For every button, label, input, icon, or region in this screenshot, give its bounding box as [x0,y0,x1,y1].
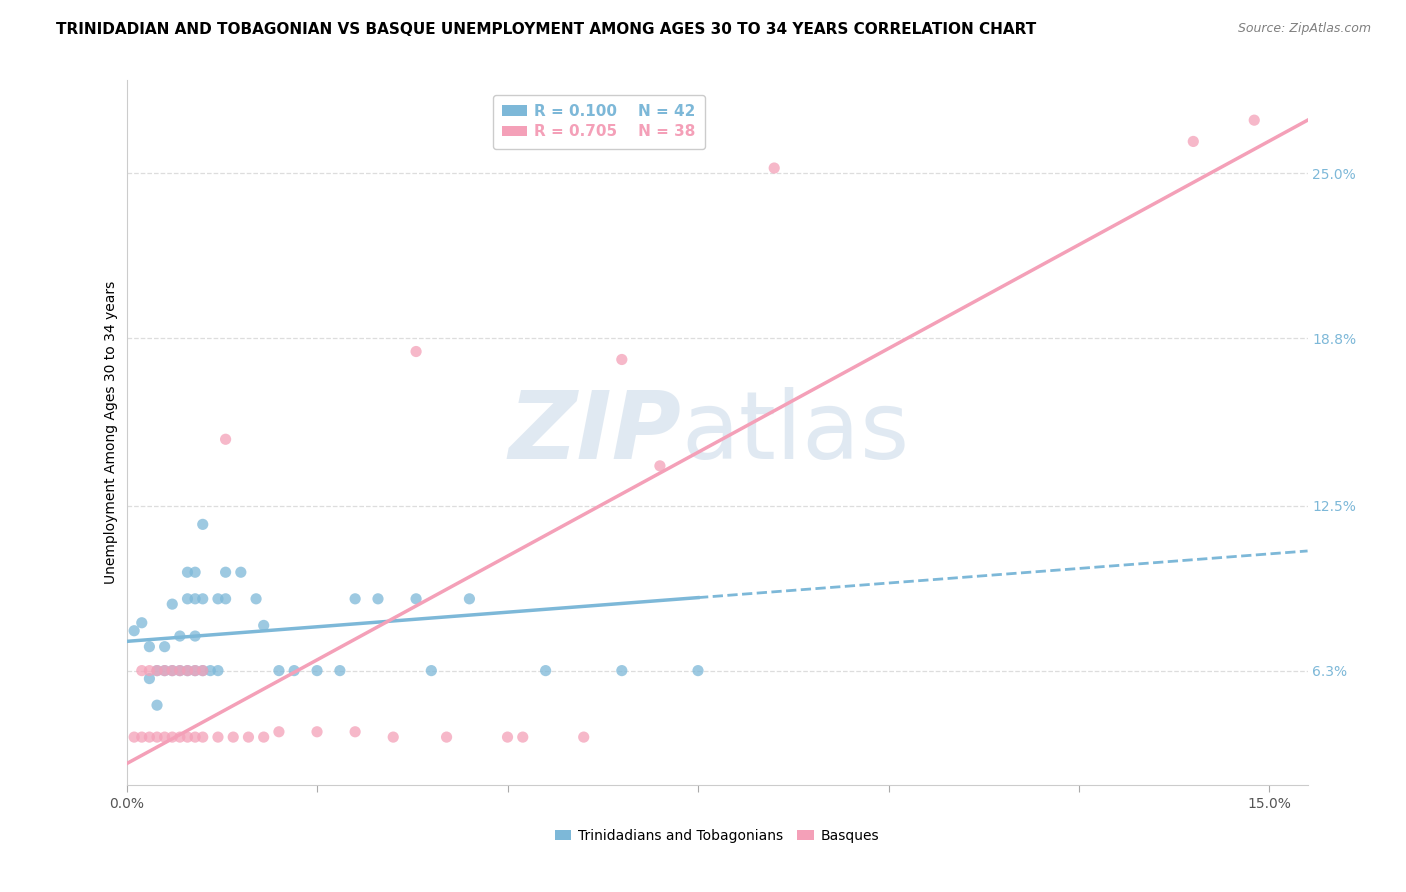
Point [138,664,160,678]
Point [305,664,328,678]
Point [267,664,290,678]
Point [405,591,427,606]
Point [184,566,207,580]
Point [131,730,153,744]
Point [610,352,633,367]
Point [184,730,207,744]
Point [207,591,229,606]
Point [367,591,389,606]
Point [162,730,184,744]
Point [191,730,214,744]
Point [162,664,184,678]
Text: TRINIDADIAN AND TOBAGONIAN VS BASQUE UNEMPLOYMENT AMONG AGES 30 TO 34 YEARS CORR: TRINIDADIAN AND TOBAGONIAN VS BASQUE UNE… [56,22,1036,37]
Point [191,591,214,606]
Point [458,591,481,606]
Point [572,730,595,744]
Point [436,730,458,744]
Point [176,664,198,678]
Point [162,664,184,678]
Point [138,672,160,686]
Point [153,640,176,654]
Point [146,664,169,678]
Y-axis label: Unemployment Among Ages 30 to 34 years: Unemployment Among Ages 30 to 34 years [104,281,118,584]
Point [207,664,229,678]
Point [222,730,245,744]
Point [648,458,671,473]
Point [191,664,214,678]
Point [169,664,191,678]
Point [405,344,427,359]
Point [153,664,176,678]
Point [191,517,214,532]
Point [267,724,290,739]
Point [420,664,443,678]
Point [496,730,519,744]
Point [1243,113,1265,128]
Point [176,664,198,678]
Point [146,698,169,713]
Point [305,724,328,739]
Point [238,730,260,744]
Point [138,730,160,744]
Point [131,615,153,630]
Point [146,664,169,678]
Text: ZIP: ZIP [509,386,682,479]
Point [214,566,236,580]
Point [162,597,184,611]
Point [184,664,207,678]
Point [229,566,252,580]
Point [214,432,236,446]
Point [610,664,633,678]
Legend: Trinidadians and Tobagonians, Basques: Trinidadians and Tobagonians, Basques [550,823,884,848]
Point [344,724,367,739]
Point [138,640,160,654]
Point [184,629,207,643]
Point [176,730,198,744]
Point [169,664,191,678]
Point [344,591,367,606]
Point [283,664,305,678]
Point [191,664,214,678]
Point [253,618,276,632]
Point [382,730,405,744]
Point [253,730,276,744]
Point [153,664,176,678]
Point [512,730,534,744]
Point [122,624,145,638]
Point [131,664,153,678]
Point [214,591,236,606]
Point [153,730,176,744]
Point [207,730,229,744]
Text: atlas: atlas [682,386,910,479]
Point [122,730,145,744]
Point [184,591,207,606]
Point [169,629,191,643]
Point [176,591,198,606]
Point [534,664,557,678]
Point [200,664,222,678]
Point [176,566,198,580]
Text: Source: ZipAtlas.com: Source: ZipAtlas.com [1237,22,1371,36]
Point [686,664,709,678]
Point [329,664,352,678]
Point [763,161,786,175]
Point [1182,135,1205,149]
Point [184,664,207,678]
Point [169,730,191,744]
Point [146,730,169,744]
Point [245,591,267,606]
